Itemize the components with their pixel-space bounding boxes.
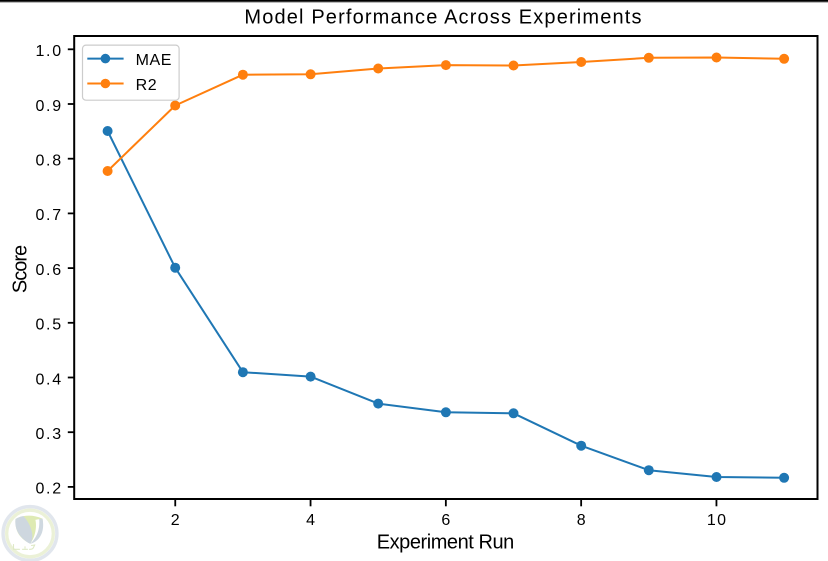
svg-text:10: 10 [707,512,728,529]
svg-text:2: 2 [171,512,180,529]
svg-text:Model Performance Across Exper: Model Performance Across Experiments [244,7,642,29]
svg-text:MAE: MAE [136,52,172,69]
svg-text:0.3: 0.3 [35,426,62,443]
svg-text:0.6: 0.6 [35,262,62,279]
svg-text:8: 8 [577,512,586,529]
svg-text:0.4: 0.4 [35,371,62,388]
svg-text:0.7: 0.7 [35,207,62,224]
svg-text:R2: R2 [136,77,158,94]
svg-text:6: 6 [441,512,450,529]
svg-text:Score: Score [10,245,32,293]
svg-text:0.2: 0.2 [35,481,62,498]
svg-text:4: 4 [306,512,315,529]
svg-text:1.0: 1.0 [35,43,62,60]
svg-text:Experiment Run: Experiment Run [377,532,514,554]
svg-text:0.8: 0.8 [35,153,62,170]
svg-text:0.5: 0.5 [35,317,62,334]
svg-text:0.9: 0.9 [35,98,62,115]
